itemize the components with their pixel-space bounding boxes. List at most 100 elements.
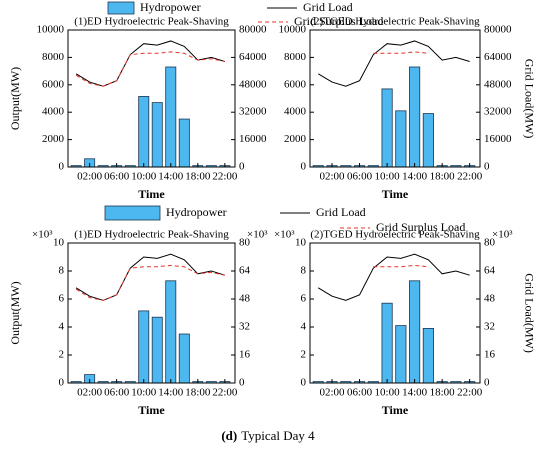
plot-frame: [309, 29, 481, 168]
bar: [178, 118, 190, 168]
x-tick-label: 14:00: [402, 387, 428, 399]
legend-label: Grid Surplus Load: [294, 14, 383, 28]
y-axis-label: Output(MW): [8, 67, 22, 130]
x-tick-label: 18:00: [430, 387, 456, 399]
x-tick-label: 14:00: [402, 171, 428, 183]
y-tick-label: 2000: [284, 133, 307, 145]
y2-tick-label: 32000: [484, 106, 512, 118]
y2-tick-label: 80000: [239, 24, 267, 36]
caption: (d) Typical Day 4: [221, 428, 315, 443]
legend-label: Grid Surplus Load: [376, 220, 465, 234]
y-tick-label: 8000: [284, 51, 307, 63]
y-tick-label: 0: [59, 377, 65, 389]
y2-tick-label: 80: [484, 237, 496, 249]
bar: [409, 66, 421, 168]
y-tick-label: 6000: [42, 78, 65, 90]
legend-label: Hydropower: [166, 205, 227, 219]
bar: [151, 102, 163, 168]
y-tick-label: 0: [301, 161, 307, 173]
bar: [422, 113, 434, 168]
line: [373, 264, 429, 268]
y-tick-label: 6: [301, 293, 307, 305]
bar: [165, 66, 177, 168]
bar: [165, 280, 177, 384]
y2-tick-label: 32000: [239, 106, 267, 118]
caption-text: Typical Day 4: [241, 428, 315, 443]
panel-title: (1)ED Hydroelectric Peak-Shaving: [74, 16, 229, 28]
x-tick-label: 06:00: [347, 387, 373, 399]
bar: [178, 333, 190, 384]
x-tick-label: 18:00: [185, 387, 211, 399]
y2-tick-label: 32: [484, 321, 495, 333]
x-tick-label: 10:00: [375, 387, 401, 399]
y2-tick-label: 0: [484, 377, 490, 389]
x-tick-label: 22:00: [457, 387, 483, 399]
bar: [395, 325, 407, 384]
bar: [409, 280, 421, 384]
x-axis-label: Time: [138, 187, 165, 201]
bar: [151, 316, 163, 384]
y-tick-label: 0: [59, 161, 65, 173]
y2-tick-label: 0: [484, 161, 490, 173]
y-tick-label: 6000: [284, 78, 307, 90]
y2-tick-label: 0: [239, 161, 245, 173]
x-tick-label: 02:00: [319, 171, 345, 183]
bar: [395, 110, 407, 168]
legend-swatch: [107, 1, 135, 15]
x-tick-label: 18:00: [430, 171, 456, 183]
y2-tick-label: 64: [239, 265, 251, 277]
y-tick-label: 0: [301, 377, 307, 389]
y-tick-label: 8000: [42, 51, 65, 63]
legend-label: Grid Load: [303, 0, 353, 14]
plot-frame: [309, 242, 481, 384]
y-tick-label: 4: [59, 321, 65, 333]
panel-title: (1)ED Hydroelectric Peak-Shaving: [74, 229, 229, 241]
bar: [138, 96, 150, 168]
y-tick-label: 10: [53, 237, 65, 249]
x-tick-label: 02:00: [77, 387, 103, 399]
y-tick-label: 4: [301, 321, 307, 333]
y2-tick-label: 48000: [239, 78, 267, 90]
y-tick-label: 10000: [37, 24, 65, 36]
y2-axis-label: Grid Load(MW): [522, 273, 536, 353]
plot-frame: [67, 29, 236, 168]
panel-title: (2)TGED Hydroelectric Peak-Shaving: [310, 16, 480, 28]
y-multiplier: ×10³: [274, 229, 295, 241]
bar: [381, 88, 393, 168]
y-tick-label: 6: [59, 293, 65, 305]
y2-tick-label: 64000: [239, 51, 267, 63]
y2-tick-label: 0: [239, 377, 245, 389]
y2-axis-label: Grid Load(MW): [522, 59, 536, 139]
x-tick-label: 22:00: [457, 171, 483, 183]
y2-tick-label: 80000: [484, 24, 512, 36]
x-tick-label: 22:00: [212, 171, 238, 183]
y2-tick-label: 80: [239, 237, 251, 249]
line: [75, 253, 226, 301]
y2-tick-label: 48000: [484, 78, 512, 90]
x-tick-label: 10:00: [131, 171, 157, 183]
x-axis-label: Time: [382, 187, 409, 201]
panel-title: (2)TGED Hydroelectric Peak-Shaving: [310, 229, 480, 241]
y2-multiplier: ×10³: [247, 229, 268, 241]
y-tick-label: 10000: [279, 24, 307, 36]
x-tick-label: 18:00: [185, 171, 211, 183]
y-tick-label: 8: [59, 265, 65, 277]
x-tick-label: 06:00: [347, 171, 373, 183]
x-axis-label: Time: [382, 403, 409, 417]
y2-tick-label: 32: [239, 321, 250, 333]
x-tick-label: 02:00: [319, 387, 345, 399]
y-axis-label: Output(MW): [8, 281, 22, 344]
x-tick-label: 22:00: [212, 387, 238, 399]
y2-tick-label: 16: [484, 349, 496, 361]
line: [75, 51, 225, 87]
y2-tick-label: 16: [239, 349, 251, 361]
x-tick-label: 02:00: [77, 171, 103, 183]
line: [75, 40, 226, 87]
y2-tick-label: 16000: [239, 133, 267, 145]
y-tick-label: 10: [295, 237, 307, 249]
y2-tick-label: 16000: [484, 133, 512, 145]
y2-tick-label: 64000: [484, 51, 512, 63]
line: [373, 51, 429, 54]
x-tick-label: 14:00: [158, 171, 184, 183]
bar: [381, 302, 393, 384]
